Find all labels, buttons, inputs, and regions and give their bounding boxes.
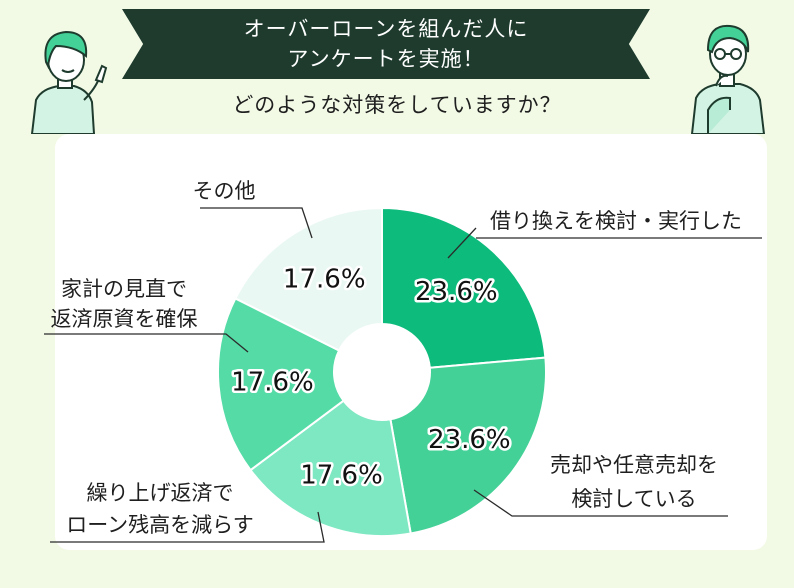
pie-slice-3 <box>249 399 412 537</box>
pie-slice-1 <box>381 206 547 369</box>
category-label-2-line-1: 売却や任意売却を <box>550 453 718 477</box>
pie-slice-2 <box>389 356 547 535</box>
leader-line-4 <box>44 333 249 353</box>
man-thinking-icon <box>690 24 766 134</box>
slice-value-label-5: 17.6% <box>283 264 366 294</box>
category-label-4-line-2: 返済原資を確保 <box>51 307 198 331</box>
slice-value-label-2: 23.6% <box>428 425 511 455</box>
slice-value-label-4: 17.6% <box>231 368 314 398</box>
leader-line-1 <box>447 227 477 259</box>
slice-value-label-3: 17.6% <box>300 460 383 490</box>
survey-question: どのような対策をしていますか？ <box>232 93 562 117</box>
woman-pointing-icon <box>30 30 108 134</box>
category-label-2-line-2: 検討している <box>571 487 696 511</box>
leader-line-5 <box>200 207 313 239</box>
category-label-4-line-1: 家計の見直で <box>61 277 187 301</box>
category-label-3-line-1: 繰り上げ返済で <box>87 481 234 505</box>
category-label-5-line-1: その他 <box>193 179 256 203</box>
pie-slice-4 <box>217 297 345 472</box>
category-label-3-line-2: ローン残高を減らす <box>66 513 254 537</box>
leader-line-2 <box>473 489 728 517</box>
slice-value-label-1: 23.6% <box>415 277 498 307</box>
title-banner: オーバーローンを組んだ人に アンケートを実施！ <box>122 9 650 79</box>
category-label-1-line-1: 借り換えを検討・実行した <box>490 209 742 233</box>
pie-slice-5 <box>234 206 383 352</box>
title-line-1: オーバーローンを組んだ人に <box>243 17 529 41</box>
title-line-2: アンケートを実施！ <box>287 47 485 71</box>
leader-line-3 <box>50 511 325 543</box>
